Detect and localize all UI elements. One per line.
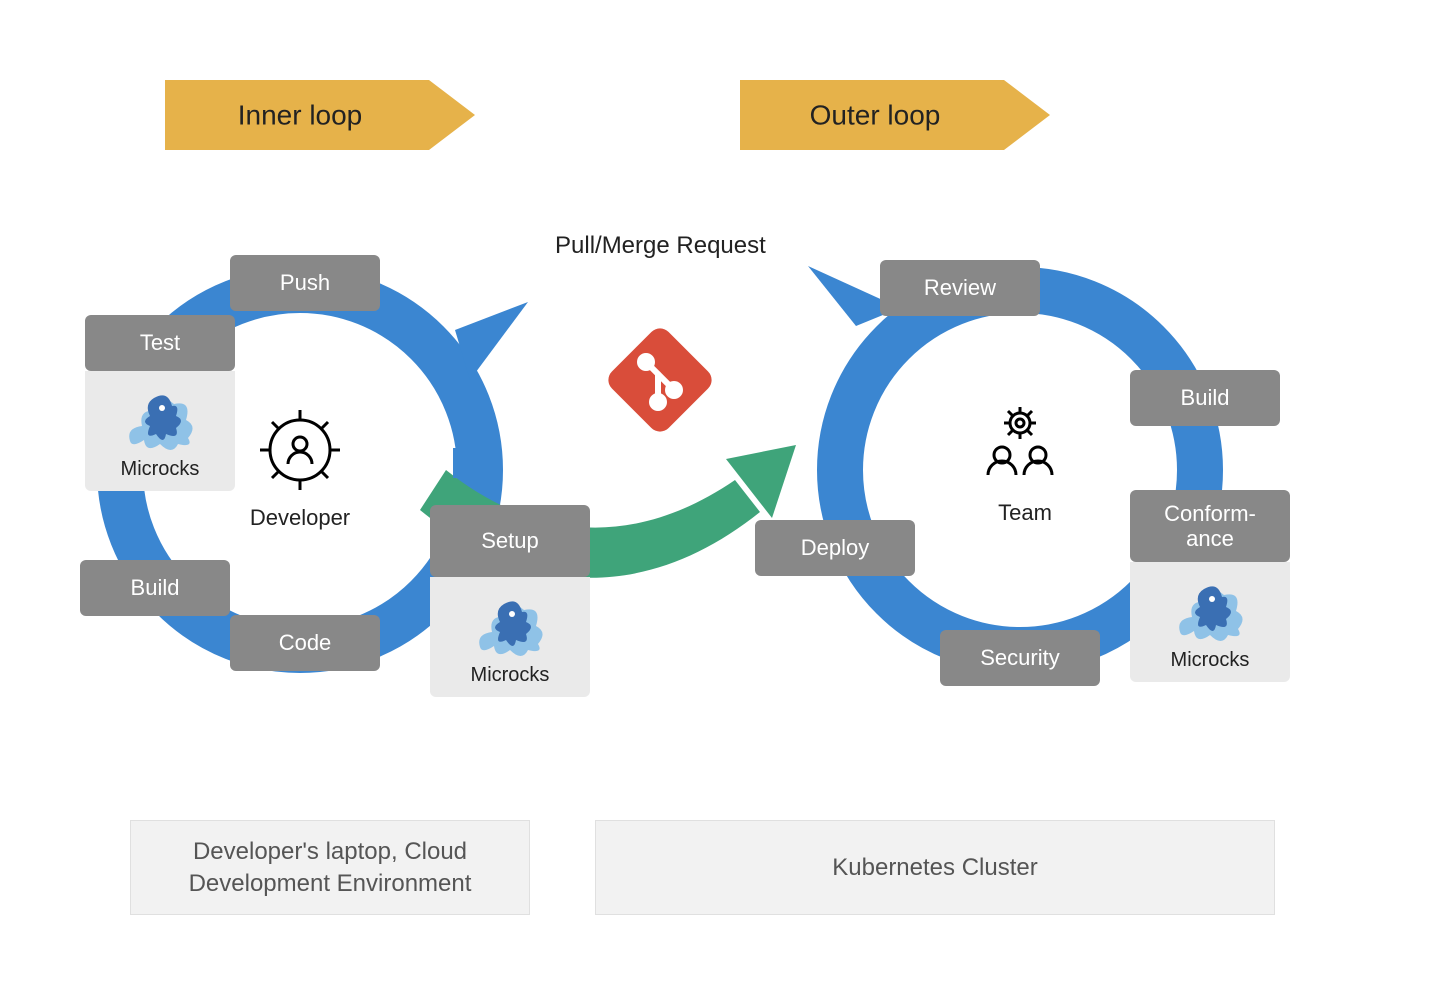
pill-build-outer-label: Build [1181, 385, 1230, 410]
env-inner-label: Developer's laptop, Cloud Development En… [189, 836, 472, 898]
microcks-card-conformance: Microcks [1130, 562, 1290, 682]
outer-loop-banner-label: Outer loop [810, 99, 941, 130]
microcks-logo-icon [470, 592, 550, 662]
pill-test-label: Test [140, 330, 180, 355]
microcks-logo-icon [120, 386, 200, 456]
pill-code: Code [230, 615, 380, 671]
outer-loop-banner: Outer loop [740, 80, 1050, 150]
pill-build-inner: Build [80, 560, 230, 616]
pill-push: Push [230, 255, 380, 311]
microcks-label: Microcks [471, 664, 550, 687]
pill-security: Security [940, 630, 1100, 686]
env-outer: Kubernetes Cluster [595, 820, 1275, 915]
pill-build-outer: Build [1130, 370, 1280, 426]
pill-review-label: Review [924, 275, 996, 300]
pill-setup-label: Setup [481, 528, 539, 553]
pill-test: Test [85, 315, 235, 371]
pill-push-label: Push [280, 270, 330, 295]
microcks-card-setup: Microcks [430, 577, 590, 697]
pill-review: Review [880, 260, 1040, 316]
pull-merge-label: Pull/Merge Request [555, 232, 766, 260]
team-label: Team [995, 500, 1055, 526]
env-inner: Developer's laptop, Cloud Development En… [130, 820, 530, 915]
pill-conformance: Conform- ance [1130, 490, 1290, 562]
team-icon [988, 407, 1052, 475]
setup-feed-arrow [453, 448, 498, 478]
inner-loop-banner: Inner loop [165, 80, 475, 150]
pill-setup: Setup [430, 505, 590, 577]
inner-loop-banner-label: Inner loop [238, 99, 363, 130]
pill-conformance-label: Conform- ance [1164, 501, 1256, 552]
env-outer-label: Kubernetes Cluster [832, 852, 1037, 883]
pill-code-label: Code [279, 630, 332, 655]
microcks-label: Microcks [121, 458, 200, 481]
pill-deploy: Deploy [755, 520, 915, 576]
microcks-label: Microcks [1171, 649, 1250, 672]
microcks-logo-icon [1170, 577, 1250, 647]
microcks-card-test: Microcks [85, 371, 235, 491]
pill-security-label: Security [980, 645, 1059, 670]
git-icon [603, 323, 716, 436]
pill-build-inner-label: Build [131, 575, 180, 600]
developer-icon [260, 410, 340, 490]
pill-deploy-label: Deploy [801, 535, 869, 560]
developer-label: Developer [248, 505, 352, 531]
